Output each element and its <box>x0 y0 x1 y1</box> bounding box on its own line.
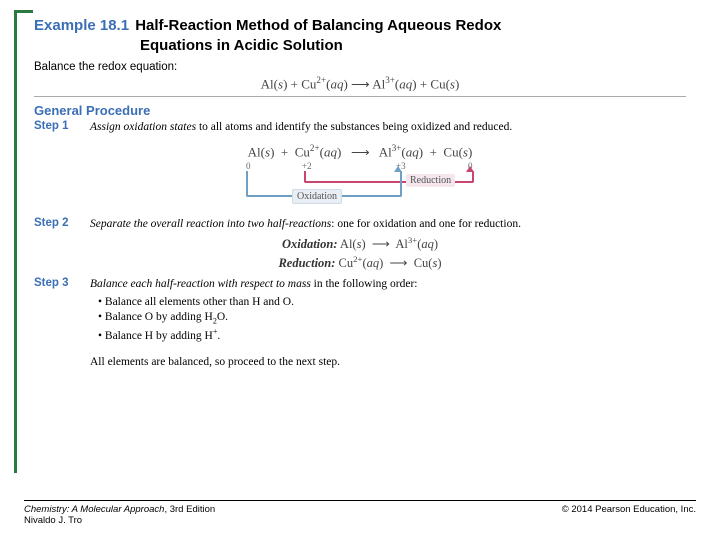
balance-prompt: Balance the redox equation: <box>34 61 696 73</box>
example-title-line2: Equations in Acidic Solution <box>140 36 696 56</box>
example-header: Example 18.1 Half-Reaction Method of Bal… <box>34 16 696 57</box>
bullet-3: • Balance H by adding H+. <box>98 327 417 344</box>
oxnum-1: +2 <box>302 161 312 171</box>
reduction-arrow-icon <box>466 166 474 172</box>
section-heading: General Procedure <box>34 103 696 118</box>
diagram-equation: Al(s) + Cu2+(aq) ⟶ Al3+(aq) + Cu(s) <box>210 143 510 160</box>
step-3-bullets: • Balance all elements other than H and … <box>90 295 417 345</box>
footer-right: © 2014 Pearson Education, Inc. <box>562 504 696 526</box>
bullet-1: • Balance all elements other than H and … <box>98 295 417 311</box>
step-3-row: Step 3 Balance each half-reaction with r… <box>34 277 696 370</box>
footer-left: Chemistry: A Molecular Approach, 3rd Edi… <box>24 504 215 526</box>
oxidation-arrow-icon <box>394 166 402 172</box>
step-2-label: Step 2 <box>34 217 90 233</box>
divider <box>34 96 686 97</box>
example-title-line1: Half-Reaction Method of Balancing Aqueou… <box>135 17 501 34</box>
step-1-body: Assign oxidation states to all atoms and… <box>90 120 512 136</box>
step-2-body: Separate the overall reaction into two h… <box>90 217 521 233</box>
reduction-half-reaction: Reduction: Cu2+(aq) ⟶ Cu(s) <box>24 254 696 271</box>
step-3-body: Balance each half-reaction with respect … <box>90 277 417 370</box>
example-number: Example 18.1 <box>34 17 129 34</box>
oxnum-0: 0 <box>246 161 251 171</box>
reduction-label: Reduction <box>406 174 455 187</box>
bullet-2: • Balance O by adding H2O. <box>98 310 417 327</box>
page-content: Example 18.1 Half-Reaction Method of Bal… <box>0 0 720 370</box>
step-1-label: Step 1 <box>34 120 90 136</box>
page-footer: Chemistry: A Molecular Approach, 3rd Edi… <box>24 500 696 526</box>
oxidation-diagram: Al(s) + Cu2+(aq) ⟶ Al3+(aq) + Cu(s) 0 +2… <box>210 141 510 213</box>
corner-decoration <box>14 10 33 473</box>
step-2-row: Step 2 Separate the overall reaction int… <box>34 217 696 233</box>
oxidation-half-reaction: Oxidation: Al(s) ⟶ Al3+(aq) <box>24 235 696 252</box>
step-3-label: Step 3 <box>34 277 90 370</box>
step-3-tail: All elements are balanced, so proceed to… <box>90 355 417 371</box>
oxidation-label: Oxidation <box>292 189 342 204</box>
step-1-row: Step 1 Assign oxidation states to all at… <box>34 120 696 136</box>
main-equation: Al(s) + Cu2+(aq) ⟶ Al3+(aq) + Cu(s) <box>24 75 696 92</box>
